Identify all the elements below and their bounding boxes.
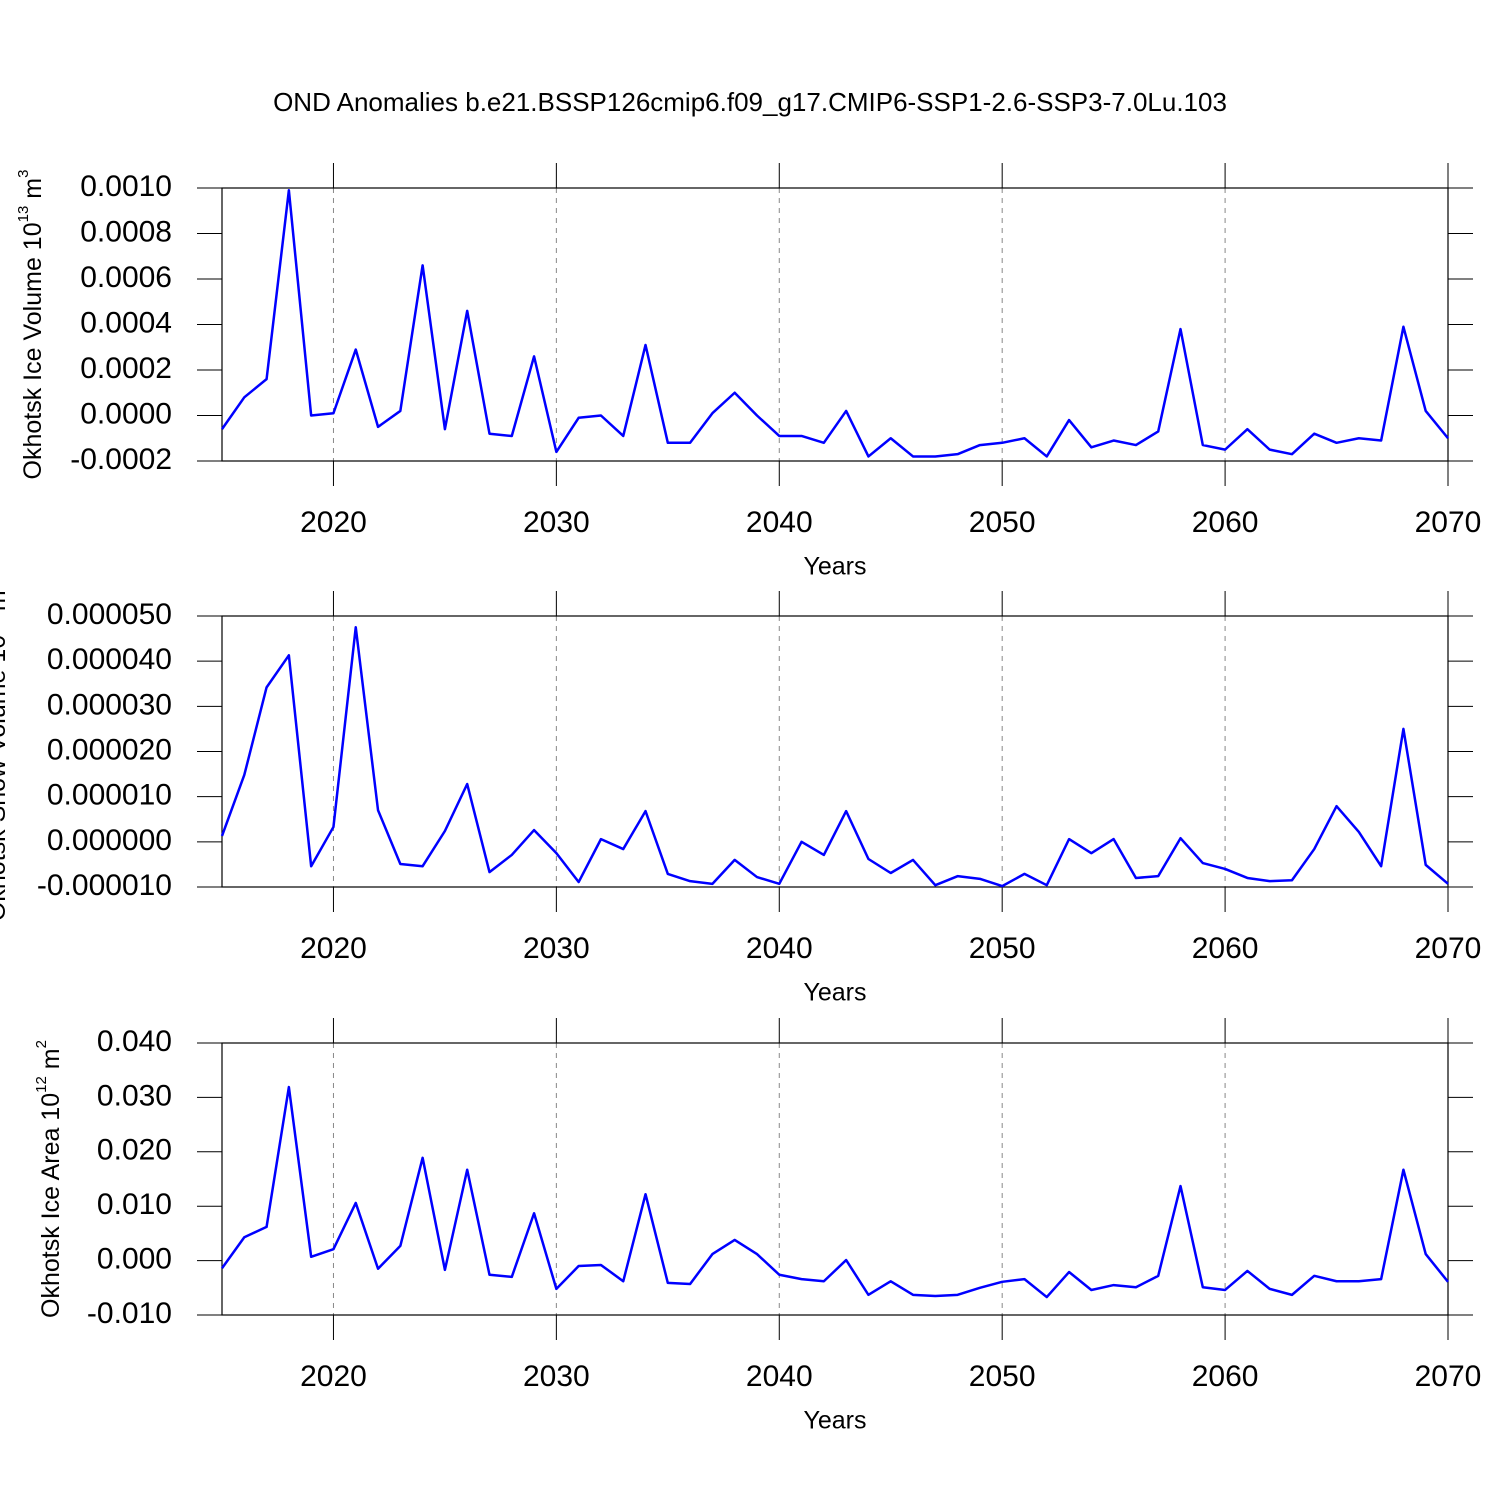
y-tick-label: 0.000020 [47,733,172,766]
x-tick-label: 2070 [1415,1360,1482,1393]
data-line [220,1085,1449,1299]
data-line [220,189,1449,458]
x-tick-label: 2070 [1415,932,1482,965]
y-tick-label: 0.0010 [80,170,172,203]
y-label-exponent: 13 [15,206,32,223]
y-label-unit-exponent: 2 [33,1040,50,1048]
y-label-text: Okhotsk Snow Volume 10 [0,635,11,921]
x-tick-label: 2050 [969,932,1036,965]
y-tick-label: 0.030 [97,1079,172,1112]
y-tick-label: 0.020 [97,1134,172,1167]
y-tick-label: 0.0002 [80,352,172,385]
x-tick-label: 2020 [300,932,367,965]
y-tick-label: 0.010 [97,1188,172,1221]
x-tick-label: 2040 [746,506,813,539]
x-tick-label: 2060 [1192,932,1259,965]
y-tick-label: 0.000050 [47,598,172,631]
x-tick-label: 2030 [523,506,590,539]
x-axis-label: Years [803,553,866,581]
y-tick-label: 0.000000 [47,824,172,857]
y-tick-label: 0.0006 [80,261,172,294]
figure-title: OND Anomalies b.e21.BSSP126cmip6.f09_g17… [273,87,1227,117]
x-tick-label: 2020 [300,1360,367,1393]
y-tick-label: 0.000010 [47,779,172,812]
y-label-text: Okhotsk Ice Volume 10 [19,222,47,479]
x-tick-label: 2030 [523,932,590,965]
y-tick-label: -0.0002 [70,443,172,476]
y-axis-label: Okhotsk Ice Volume 1013 m3 [15,170,47,480]
y-label-unit: m [0,590,11,611]
x-axis-label: Years [803,979,866,1007]
y-label-exponent: 12 [33,1076,50,1093]
x-tick-label: 2040 [746,1360,813,1393]
data-line [220,626,1449,888]
x-tick-label: 2050 [969,1360,1036,1393]
x-tick-label: 2060 [1192,506,1259,539]
y-tick-label: -0.010 [87,1297,172,1330]
y-tick-label: 0.000030 [47,688,172,721]
y-label-unit: m [19,178,47,199]
y-tick-label: 0.0000 [80,397,172,430]
y-tick-label: 0.000040 [47,643,172,676]
x-tick-label: 2060 [1192,1360,1259,1393]
plot-frame [221,1042,1449,1316]
y-tick-label: 0.0004 [80,306,172,339]
x-tick-label: 2050 [969,506,1036,539]
plot-frame [221,615,1449,888]
y-label-text: Okhotsk Ice Area 10 [37,1093,65,1318]
y-tick-label: 0.000 [97,1243,172,1276]
x-axis-label: Years [803,1407,866,1435]
x-tick-label: 2070 [1415,506,1482,539]
y-tick-label: 0.0008 [80,215,172,248]
y-axis-label: Okhotsk Ice Area 1012 m2 [33,1040,65,1318]
x-tick-label: 2020 [300,506,367,539]
plot-frame [221,187,1449,462]
y-axis-label: Okhotsk Snow Volume 1013m3 [0,582,11,921]
x-tick-label: 2040 [746,932,813,965]
x-tick-label: 2030 [523,1360,590,1393]
y-tick-label: 0.040 [97,1025,172,1058]
y-label-unit: m [37,1048,65,1069]
y-label-unit-exponent: 3 [15,170,32,178]
y-tick-label: -0.000010 [37,869,172,902]
